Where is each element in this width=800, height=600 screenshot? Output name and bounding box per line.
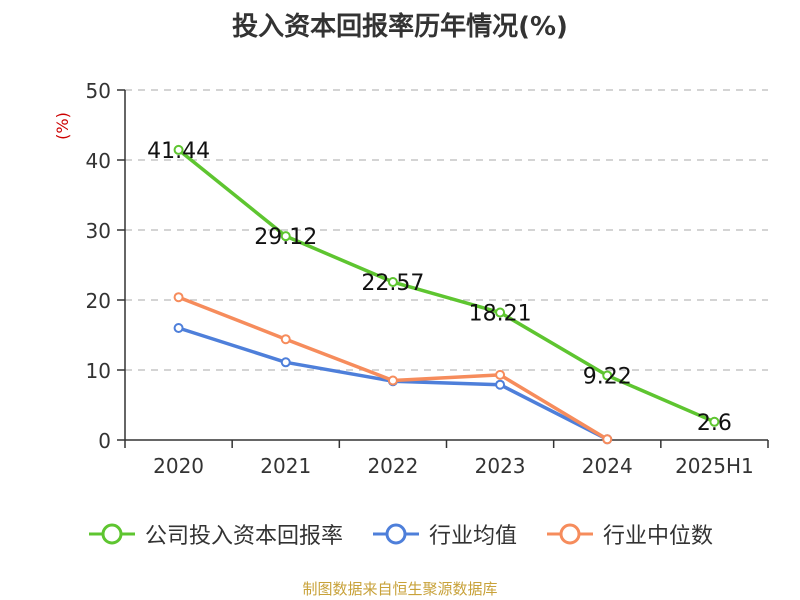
y-tick-label-1: 10 xyxy=(86,359,111,383)
data-point-s1-3 xyxy=(495,379,506,390)
y-tick-label-0: 0 xyxy=(98,429,111,453)
legend-item-company[interactable]: 公司投入资本回报率 xyxy=(87,518,343,550)
data-point-s2-1 xyxy=(280,334,291,345)
x-tick-label-3: 2023 xyxy=(475,454,526,478)
data-label-3: 18.21 xyxy=(469,302,532,327)
legend-label-industry-mean: 行业均值 xyxy=(428,524,517,549)
x-tick-label-1: 2021 xyxy=(260,454,311,478)
data-point-s0-2 xyxy=(387,277,398,288)
data-point-s1-1 xyxy=(280,357,291,368)
x-tick-label-2: 2022 xyxy=(367,454,418,478)
series-line-0 xyxy=(177,148,716,424)
data-source-note: 制图数据来自恒生聚源数据库 xyxy=(302,580,498,598)
legend-item-industry-mean[interactable]: 行业均值 xyxy=(371,518,517,550)
series-line-2 xyxy=(177,295,609,441)
data-point-s0-0 xyxy=(173,144,184,155)
x-tick-label-5: 2025H1 xyxy=(675,454,754,478)
legend-marker-industry-median-icon xyxy=(547,523,593,545)
x-tick-label-4: 2024 xyxy=(582,454,633,478)
data-point-s2-3 xyxy=(495,369,506,380)
data-label-2: 22.57 xyxy=(361,271,424,296)
chart-title: 投入资本回报率历年情况(%) xyxy=(232,12,568,42)
legend-label-industry-median: 行业中位数 xyxy=(603,524,714,549)
y-axis-label: (%) xyxy=(53,112,72,140)
y-tick-label-3: 30 xyxy=(86,219,111,243)
legend: 公司投入资本回报率 行业均值 行业中位数 xyxy=(0,518,800,550)
data-point-s0-5 xyxy=(709,416,720,427)
data-point-s0-1 xyxy=(280,231,291,242)
legend-item-industry-median[interactable]: 行业中位数 xyxy=(545,518,713,550)
x-tick-label-0: 2020 xyxy=(153,454,204,478)
y-tick-label-2: 20 xyxy=(86,289,111,313)
data-label-5: 2.6 xyxy=(697,411,732,436)
data-point-s0-3 xyxy=(495,307,506,318)
data-point-s1-0 xyxy=(173,323,184,333)
data-point-s2-4 xyxy=(602,434,613,445)
data-label-4: 9.22 xyxy=(583,364,632,389)
legend-marker-industry-mean-icon xyxy=(372,523,419,545)
y-tick-label-5: 50 xyxy=(86,79,111,103)
data-point-s0-4 xyxy=(602,370,613,381)
data-point-s2-2 xyxy=(387,375,398,386)
data-point-s2-0 xyxy=(173,292,184,303)
y-tick-label-4: 40 xyxy=(86,149,111,173)
legend-label-company: 公司投入资本回报率 xyxy=(144,524,343,549)
data-label-0: 41.44 xyxy=(147,139,210,164)
legend-marker-company-icon xyxy=(88,523,135,545)
data-label-1: 29.12 xyxy=(254,225,317,250)
